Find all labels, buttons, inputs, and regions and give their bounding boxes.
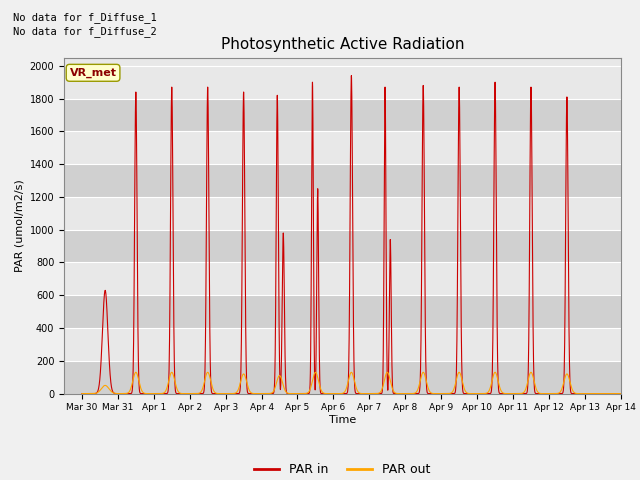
- Y-axis label: PAR (umol/m2/s): PAR (umol/m2/s): [14, 179, 24, 272]
- Text: VR_met: VR_met: [70, 68, 116, 78]
- Bar: [64, 197, 621, 230]
- Bar: [64, 164, 621, 197]
- Legend: PAR in, PAR out: PAR in, PAR out: [249, 458, 436, 480]
- Bar: [64, 98, 621, 132]
- Bar: [64, 295, 621, 328]
- Bar: [64, 230, 621, 263]
- X-axis label: Time: Time: [329, 415, 356, 425]
- Bar: [64, 361, 621, 394]
- Text: No data for f_Diffuse_1: No data for f_Diffuse_1: [13, 12, 157, 23]
- Bar: [64, 132, 621, 164]
- Bar: [64, 66, 621, 98]
- Bar: [64, 263, 621, 295]
- Bar: [64, 328, 621, 361]
- Text: No data for f_Diffuse_2: No data for f_Diffuse_2: [13, 26, 157, 37]
- Title: Photosynthetic Active Radiation: Photosynthetic Active Radiation: [221, 37, 464, 52]
